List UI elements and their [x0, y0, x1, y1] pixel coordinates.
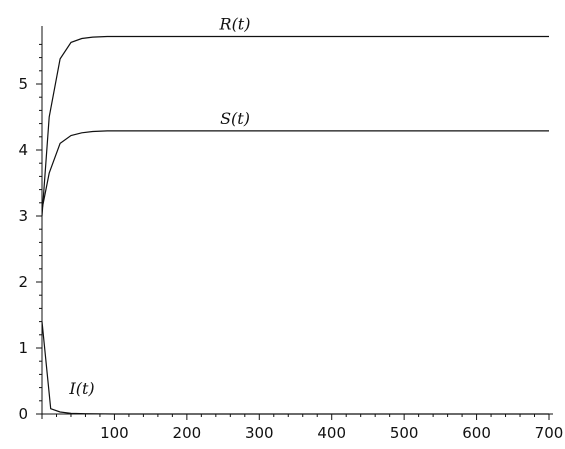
- y-tick-label: 3: [18, 207, 28, 225]
- tick-labels: 100 200 300 400 500 600 700 0 1 2 3 4 5: [18, 75, 563, 442]
- series-label-st: S(t): [220, 109, 250, 128]
- series-lines: [41, 35, 549, 415]
- series-line-rt: [41, 35, 549, 217]
- x-tick-label: 400: [317, 424, 346, 442]
- x-tick-label: 700: [535, 424, 564, 442]
- y-tick-label: 2: [18, 273, 28, 291]
- y-tick-label: 4: [18, 141, 28, 159]
- series-line-it: [41, 321, 549, 415]
- series-labels: R(t) S(t) I(t): [68, 14, 250, 398]
- x-tick-label: 500: [390, 424, 419, 442]
- x-tick-label: 300: [245, 424, 274, 442]
- y-tick-label: 5: [18, 75, 28, 93]
- x-tick-label: 100: [100, 424, 129, 442]
- y-tick-label: 1: [18, 339, 28, 357]
- ticks: [36, 43, 550, 420]
- series-label-it: I(t): [68, 379, 94, 398]
- axes: [38, 26, 553, 419]
- series-line-st: [41, 130, 549, 210]
- series-label-rt: R(t): [219, 14, 251, 33]
- x-tick-label: 200: [173, 424, 202, 442]
- y-tick-label: 0: [18, 405, 28, 423]
- x-tick-label: 600: [462, 424, 491, 442]
